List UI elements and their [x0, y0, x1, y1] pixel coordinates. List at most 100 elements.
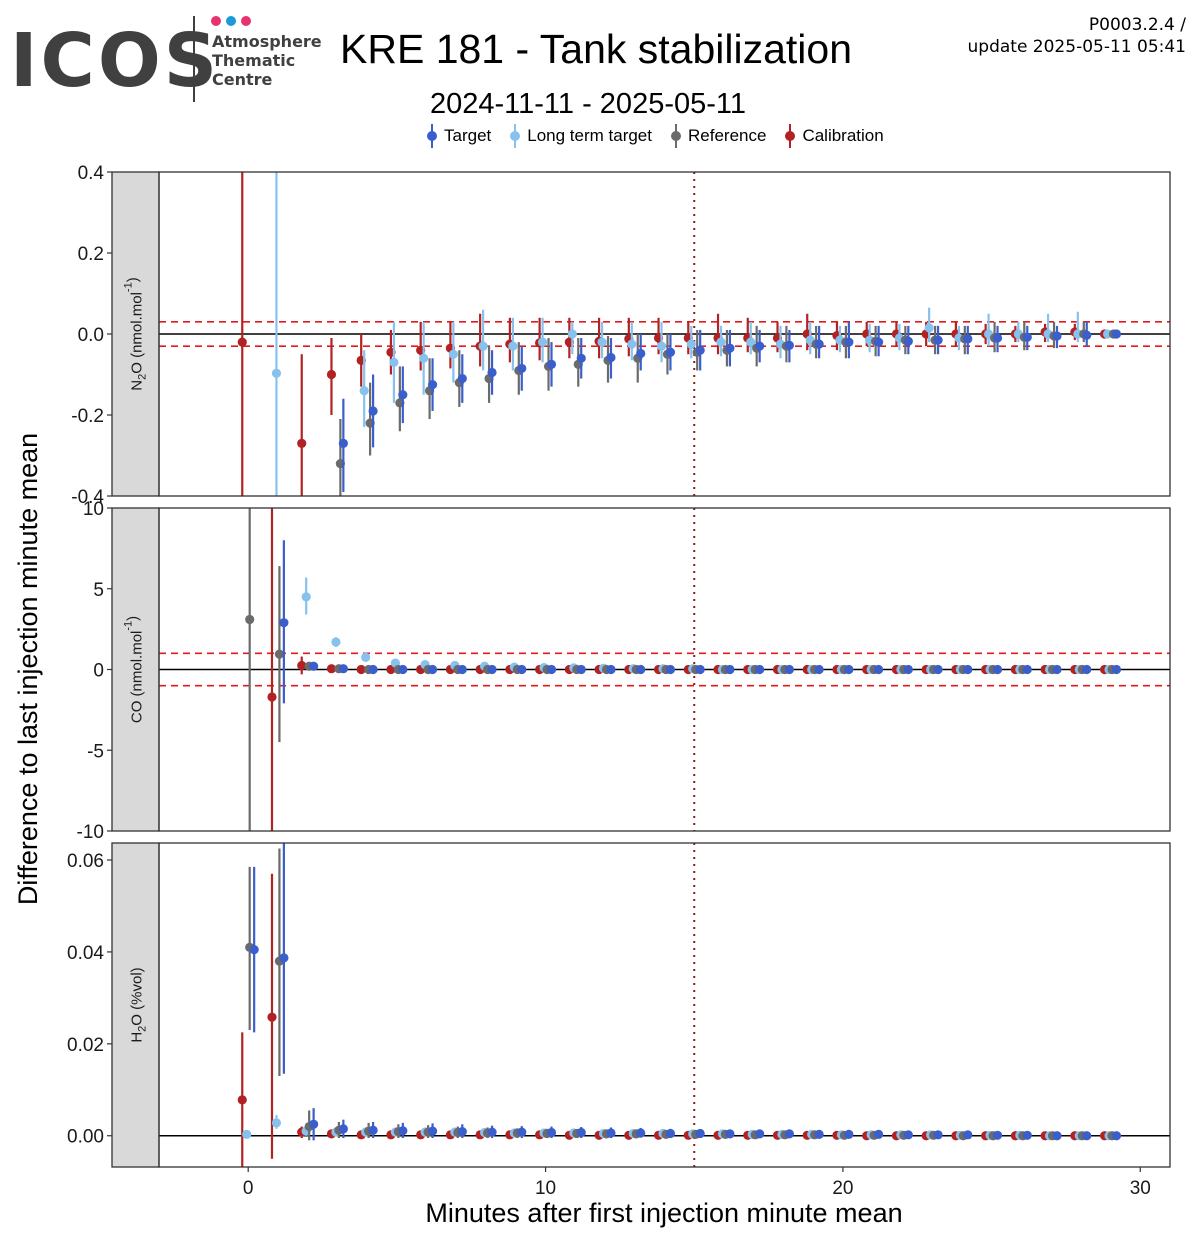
data-point: [695, 345, 705, 355]
data-point: [992, 1130, 1003, 1140]
logo-word: ICOS: [10, 18, 220, 104]
data-point: [338, 664, 348, 674]
data-point: [427, 1126, 438, 1136]
data-point: [338, 1124, 348, 1134]
y-tick-label: 10: [83, 499, 104, 520]
data-point: [279, 953, 289, 963]
data-point: [301, 592, 311, 602]
data-point: [746, 337, 756, 347]
data-point: [784, 664, 794, 675]
data-point: [924, 323, 934, 333]
data-point: [267, 1012, 277, 1022]
data-point: [356, 664, 366, 675]
data-point: [546, 664, 557, 675]
data-point: [271, 368, 282, 378]
data-point: [933, 335, 943, 345]
data-point: [368, 664, 378, 675]
data-point: [1052, 331, 1062, 341]
data-point: [398, 1126, 408, 1136]
data-point: [992, 333, 1003, 343]
data-point: [546, 1127, 557, 1138]
data-point: [457, 1127, 467, 1137]
data-point: [517, 363, 527, 374]
data-point: [389, 357, 399, 367]
data-point: [576, 1127, 586, 1138]
version-info: P0003.2.4 / update 2025-05-11 05:41: [968, 14, 1187, 58]
data-point: [1052, 1131, 1062, 1141]
data-point: [873, 664, 884, 675]
legend-item-target: Target: [424, 124, 491, 148]
legend-label-target: Target: [444, 126, 492, 145]
series-long-term-target: [301, 577, 1114, 675]
data-point: [249, 945, 259, 955]
data-point: [992, 664, 1003, 675]
legend: Target Long term target Reference Calibr…: [424, 124, 900, 148]
data-point: [271, 1118, 282, 1128]
data-point: [537, 337, 548, 347]
data-point: [755, 664, 765, 675]
series-target: [338, 321, 1122, 492]
data-point: [1082, 664, 1092, 675]
series-target: [279, 540, 1122, 704]
data-point: [695, 664, 705, 675]
y-axis-label: Difference to last injection minute mean: [13, 433, 43, 905]
data-point: [933, 664, 943, 675]
data-point: [274, 649, 285, 659]
data-point: [245, 614, 255, 625]
y-tick-label: -0.2: [71, 406, 104, 427]
data-point: [359, 386, 369, 396]
data-point: [963, 1130, 973, 1140]
data-point: [627, 339, 637, 349]
data-point: [297, 660, 307, 671]
panel-3: H2O (%vol) 0.06 0.04 0.02 0.00: [67, 842, 1171, 1168]
data-point: [695, 1128, 705, 1139]
icos-logo: ICOS Atmosphere Thematic Centre: [10, 16, 322, 104]
data-point: [297, 438, 307, 448]
series-long-term-target: [271, 172, 1113, 496]
data-point: [242, 1129, 252, 1139]
data-point: [457, 373, 467, 384]
data-point: [725, 664, 735, 675]
x-tick-label: 10: [535, 1178, 556, 1199]
y-tick-label: 5: [93, 580, 104, 601]
data-point: [1052, 664, 1062, 675]
data-point: [784, 340, 794, 350]
data-point: [237, 1095, 247, 1105]
y-tick-label: 0.02: [67, 1035, 104, 1056]
data-point: [725, 343, 735, 353]
data-point: [546, 359, 557, 369]
chart-title: KRE 181 - Tank stabilization: [340, 26, 853, 72]
data-point: [398, 664, 408, 675]
y-tick-label: 0.00: [67, 1127, 104, 1148]
data-point: [427, 664, 438, 675]
data-point: [309, 1119, 319, 1129]
data-point: [487, 664, 497, 675]
data-point: [814, 339, 824, 349]
data-point: [237, 337, 247, 347]
data-point: [665, 347, 676, 357]
panel-frame: [158, 171, 1171, 497]
data-point: [784, 1129, 794, 1139]
data-point: [755, 341, 765, 351]
data-point: [636, 1128, 646, 1138]
update-line: update 2025-05-11 05:41: [967, 37, 1187, 57]
legend-key-calibration: [785, 124, 796, 148]
series-target: [249, 843, 1122, 1141]
panel-frame: [158, 507, 1171, 832]
chart-subtitle: 2024-11-11 - 2025-05-11: [430, 88, 746, 120]
data-point: [814, 1129, 824, 1139]
panel-marks: [159, 508, 1170, 831]
data-point: [873, 1129, 884, 1139]
data-point: [487, 1127, 497, 1137]
legend-label-long-term-target: Long term target: [527, 126, 652, 145]
data-point: [814, 664, 824, 675]
data-point: [844, 664, 854, 675]
y-tick-label: -5: [87, 741, 104, 762]
data-point: [903, 336, 913, 346]
legend-item-long-term-target: Long term target: [507, 124, 652, 148]
legend-label-reference: Reference: [688, 126, 767, 145]
data-point: [716, 337, 726, 347]
data-point: [326, 664, 337, 674]
panel-frame: [158, 842, 1171, 1168]
